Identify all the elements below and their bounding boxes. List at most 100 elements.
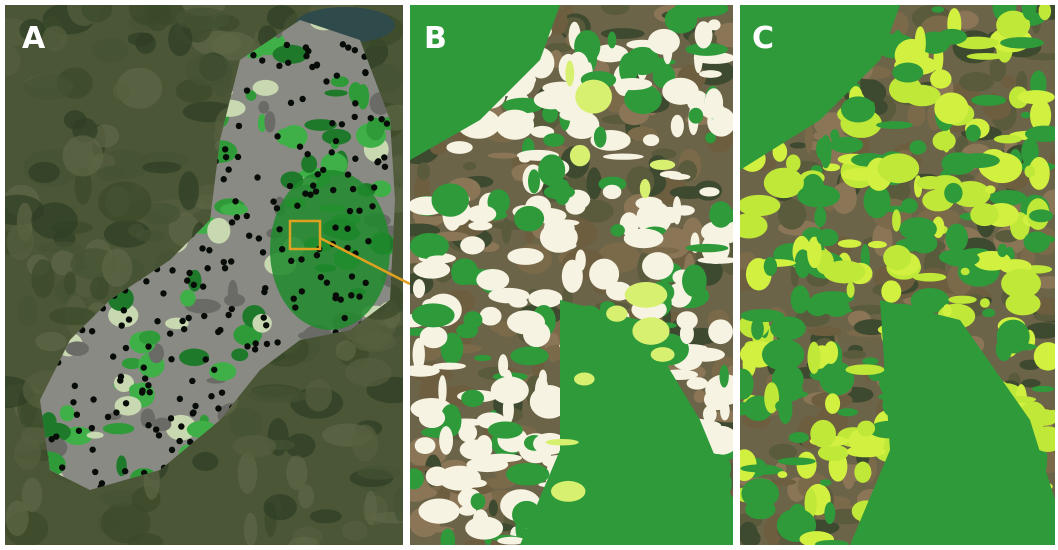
sample-point: [303, 44, 309, 50]
land-patch: [474, 355, 491, 361]
land-patch: [989, 190, 1026, 206]
land-patch: [507, 248, 543, 265]
terrain-patch: [135, 230, 165, 242]
land-patch: [506, 463, 549, 486]
land-patch: [830, 129, 839, 142]
sample-point: [302, 190, 308, 196]
land-patch: [487, 153, 518, 159]
terrain-patch: [248, 386, 300, 402]
terrain-patch: [64, 110, 86, 129]
sample-point: [89, 328, 95, 334]
sample-point: [368, 115, 374, 121]
land-patch: [841, 96, 875, 122]
land-patch: [1001, 76, 1015, 89]
sample-point: [92, 469, 98, 475]
sample-point: [90, 396, 96, 402]
land-patch: [730, 213, 767, 238]
sample-point: [110, 353, 116, 359]
land-patch: [843, 350, 867, 359]
sample-point: [211, 367, 217, 373]
sample-point: [203, 356, 209, 362]
land-patch: [797, 452, 817, 479]
sample-point: [123, 400, 129, 406]
land-patch: [1024, 231, 1050, 252]
land-patch: [231, 348, 248, 361]
land-patch: [632, 317, 669, 345]
land-patch: [220, 203, 248, 215]
panel-c: C: [718, 0, 1058, 550]
land-patch: [509, 298, 528, 308]
sample-point: [264, 341, 270, 347]
sample-point: [304, 151, 310, 157]
sample-point: [199, 245, 205, 251]
sample-point: [332, 295, 338, 301]
sample-point: [382, 164, 388, 170]
land-patch: [933, 131, 956, 150]
land-patch: [985, 185, 995, 193]
sample-point: [113, 409, 119, 415]
sample-point: [179, 318, 185, 324]
sample-point: [223, 154, 229, 160]
land-patch: [439, 426, 453, 455]
land-patch: [808, 326, 841, 336]
sample-point: [221, 176, 227, 182]
land-patch: [697, 257, 737, 264]
sample-point: [333, 138, 339, 144]
sample-point: [309, 64, 315, 70]
sample-point: [323, 78, 329, 84]
land-patch: [892, 63, 923, 83]
land-patch: [708, 319, 733, 344]
land-patch: [418, 499, 459, 524]
panel-label: C: [752, 21, 774, 56]
land-patch: [451, 258, 478, 285]
land-patch: [65, 341, 89, 356]
panel-a: A: [0, 0, 423, 550]
land-patch: [461, 390, 484, 407]
sample-point: [345, 44, 351, 50]
land-patch: [103, 423, 135, 434]
land-patch: [258, 101, 269, 114]
terrain-patch: [357, 466, 401, 480]
sample-point: [310, 182, 316, 188]
land-patch: [570, 145, 590, 166]
terrain-patch: [352, 332, 396, 352]
land-patch: [264, 111, 275, 132]
land-patch: [438, 375, 446, 406]
sample-point: [99, 480, 105, 486]
terrain-patch: [342, 521, 368, 541]
sample-point: [274, 339, 280, 345]
sample-point: [76, 428, 82, 434]
sample-point: [344, 225, 350, 231]
land-patch: [635, 197, 662, 210]
land-patch: [544, 185, 575, 200]
sample-point: [181, 326, 187, 332]
sample-point: [291, 295, 297, 301]
sample-point: [139, 389, 145, 395]
sample-point: [352, 156, 358, 162]
terrain-patch: [64, 271, 76, 295]
sample-point: [141, 364, 147, 370]
land-patch: [948, 296, 976, 304]
terrain-patch: [176, 8, 230, 30]
land-patch: [538, 154, 565, 186]
land-patch: [820, 479, 832, 486]
land-patch: [790, 142, 807, 148]
land-patch: [881, 280, 901, 302]
sample-point: [256, 235, 262, 241]
land-patch: [820, 135, 832, 168]
terrain-patch: [18, 295, 38, 326]
sample-point: [297, 143, 303, 149]
land-patch: [837, 408, 858, 416]
sample-point: [299, 96, 305, 102]
sample-point: [250, 52, 256, 58]
sample-point: [276, 63, 282, 69]
land-patch: [899, 217, 936, 241]
sample-point: [348, 292, 354, 298]
sample-point: [314, 252, 320, 258]
sample-point: [371, 184, 377, 190]
land-patch: [575, 80, 612, 114]
sample-point: [186, 270, 192, 276]
land-patch: [720, 226, 739, 236]
land-patch: [589, 259, 619, 290]
land-patch: [466, 205, 496, 223]
